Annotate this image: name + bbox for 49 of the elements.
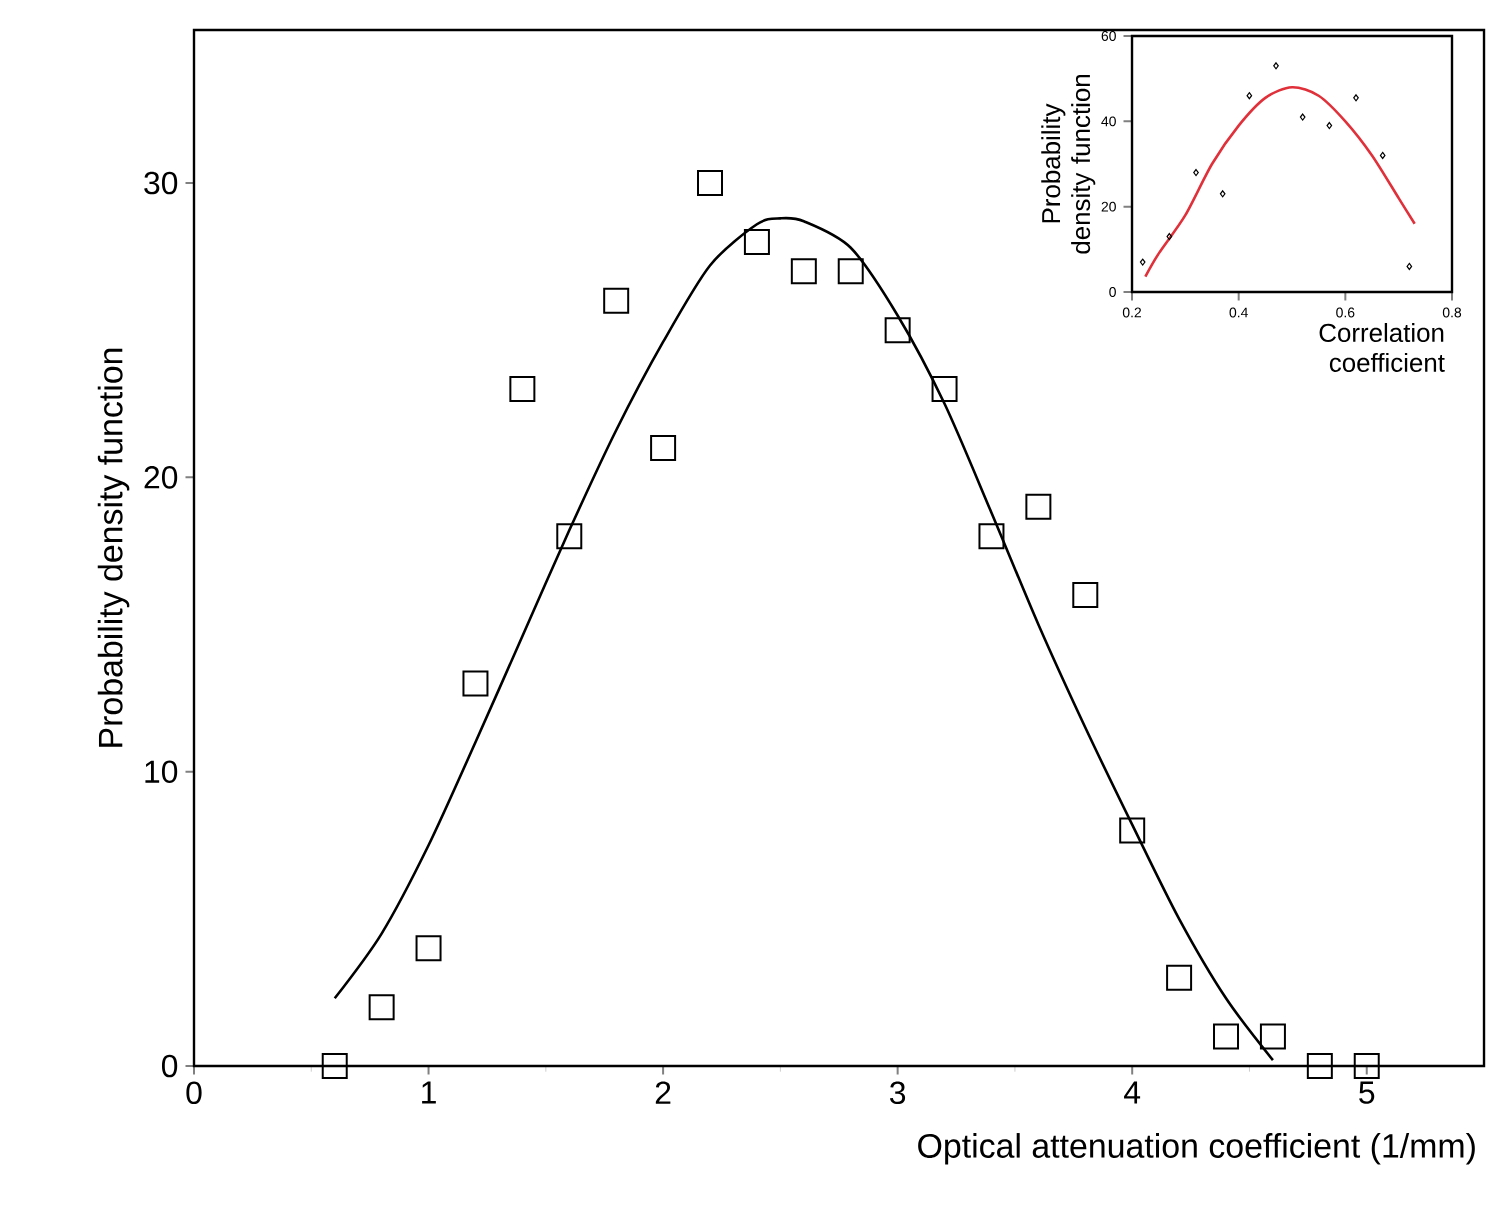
line-series (1144, 85, 1416, 278)
point (1353, 94, 1359, 102)
x-tick-label: 3 (890, 1081, 906, 1105)
point (1166, 232, 1173, 241)
point (1306, 1053, 1333, 1079)
point (1072, 582, 1099, 609)
point (321, 1053, 348, 1079)
point (1259, 1023, 1286, 1050)
point (1139, 258, 1146, 266)
point (603, 287, 630, 314)
point (837, 258, 864, 285)
point (790, 258, 817, 285)
point (1406, 262, 1413, 270)
point (743, 228, 770, 255)
point (1299, 113, 1306, 121)
point (509, 376, 536, 403)
x-tick-label: 2 (655, 1081, 671, 1104)
point (368, 994, 395, 1021)
y-tick-label: 20 (144, 466, 178, 489)
point (884, 317, 911, 344)
point (978, 523, 1005, 550)
point (1193, 168, 1199, 177)
point (1166, 964, 1193, 991)
point (1379, 151, 1386, 160)
point (462, 670, 489, 697)
point (556, 523, 583, 550)
x-axis-title: Optical attenuation coefficient (1/mm) (918, 1133, 1475, 1165)
point (1213, 1023, 1240, 1050)
y-axis-title: Probability density function (1041, 74, 1096, 254)
y-tick-label: 10 (145, 760, 178, 783)
x-axis-title: Correlation coefficient (1319, 323, 1445, 372)
point (1246, 92, 1253, 100)
point (931, 376, 958, 403)
point (1353, 1053, 1380, 1079)
point (1326, 121, 1333, 130)
x-tick-label: 4 (1124, 1081, 1141, 1104)
point (1025, 493, 1052, 520)
y-tick-label: 0 (161, 1054, 178, 1078)
point (1273, 62, 1279, 70)
point (650, 434, 677, 461)
point (415, 935, 442, 962)
x-tick-label: 1 (422, 1081, 436, 1104)
point (1119, 817, 1146, 844)
point (697, 170, 724, 197)
x-tick-label: 5 (1359, 1081, 1375, 1104)
y-tick-label: 30 (144, 171, 178, 195)
x-tick-label: 0 (186, 1081, 202, 1105)
y-axis-title: Probability density function (97, 348, 130, 747)
point (1219, 190, 1226, 198)
